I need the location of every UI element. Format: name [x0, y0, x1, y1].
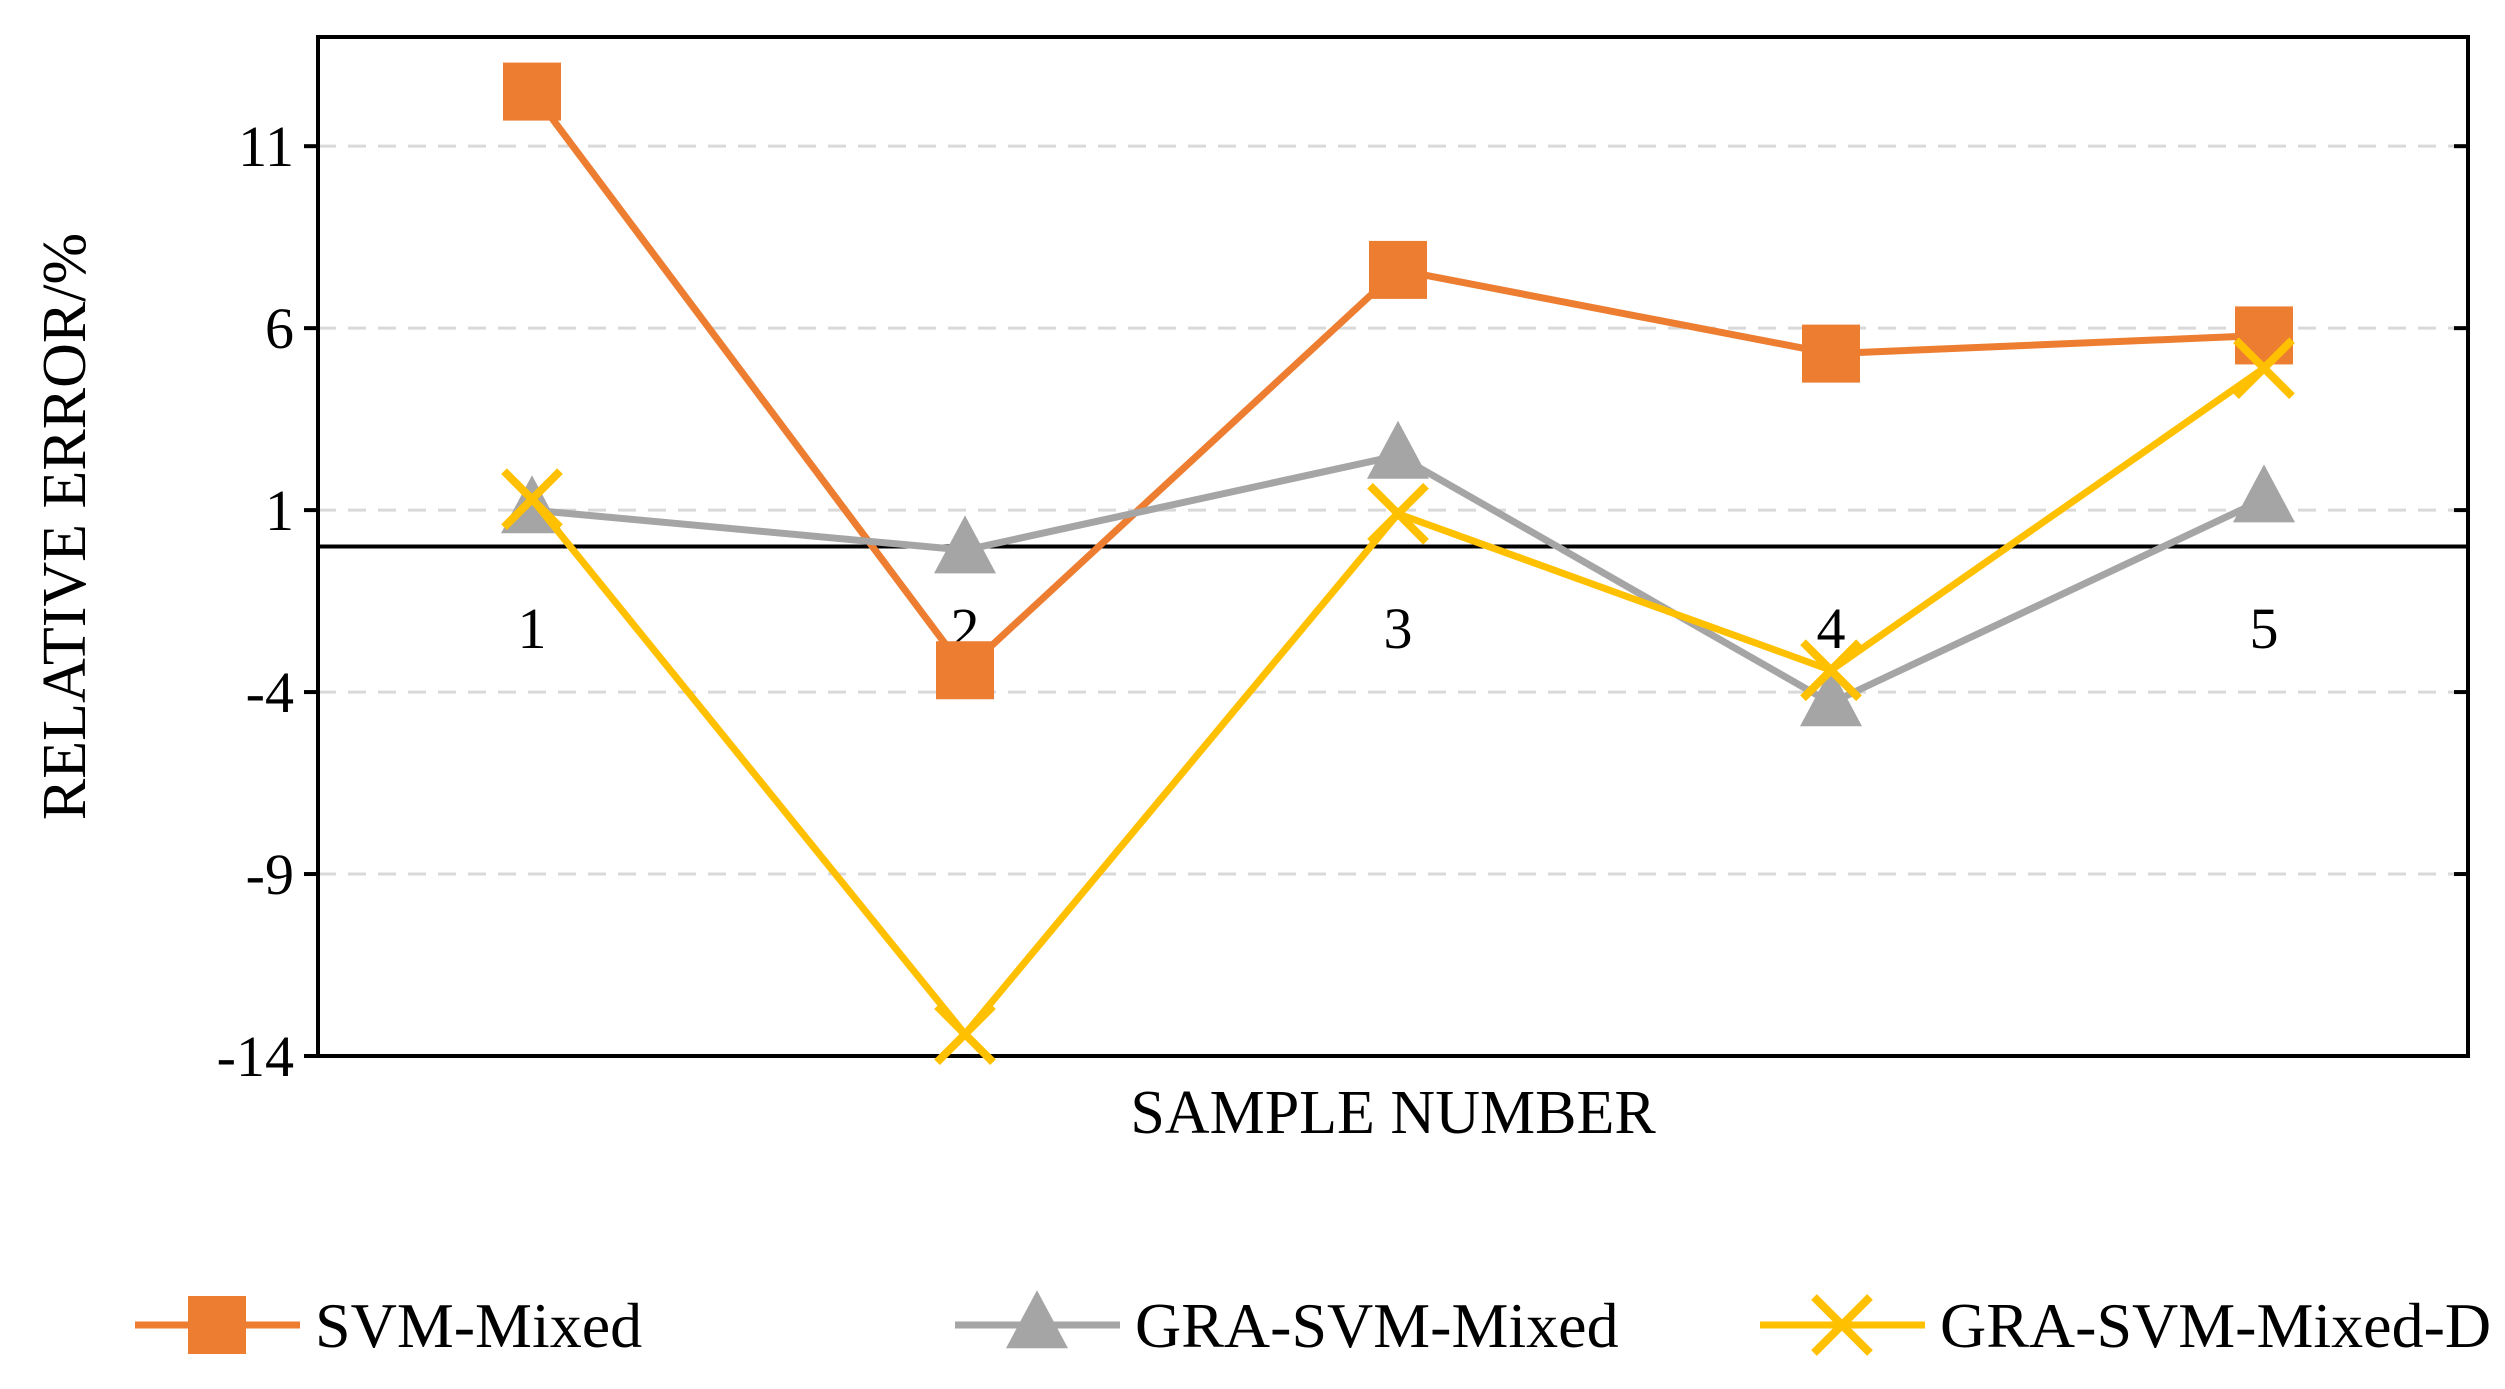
- series-gra-svm-mixed: [501, 420, 2295, 727]
- data-point-gra-svm-mixed-d: [1800, 639, 1862, 702]
- data-point-gra-svm-mixed: [934, 515, 996, 574]
- data-point-gra-svm-mixed: [1367, 420, 1429, 479]
- data-point-gra-svm-mixed-d: [934, 1003, 996, 1065]
- y-tick-label: 1: [265, 478, 294, 543]
- series-line-gra-svm-mixed: [531, 452, 2266, 707]
- data-point-gra-svm-mixed: [1800, 668, 1862, 727]
- series-gra-svm-mixed-d: [501, 337, 2295, 1065]
- data-point-svm-mixed: [936, 641, 994, 700]
- x-tick-label: 1: [518, 596, 547, 661]
- legend-label: SVM-Mixed: [315, 1290, 642, 1361]
- marker-x-stroke: [2233, 337, 2295, 400]
- y-tick-label: 11: [238, 114, 294, 179]
- marker-x-stroke: [501, 468, 563, 531]
- legend-marker: [1006, 1290, 1068, 1349]
- legend-label: GRA-SVM-Mixed-D: [1940, 1290, 2491, 1361]
- y-tick-label: -4: [246, 660, 294, 725]
- legend-item-svm-mixed: SVM-Mixed: [135, 1290, 642, 1361]
- data-point-svm-mixed: [1369, 240, 1427, 299]
- x-tick-label: 3: [1384, 596, 1413, 661]
- data-point-gra-svm-mixed-d: [1367, 482, 1429, 545]
- x-tick-label: 5: [2250, 596, 2279, 661]
- series-svm-mixed: [503, 62, 2293, 700]
- marker-x-stroke: [1800, 639, 1862, 702]
- data-point-svm-mixed: [2235, 306, 2293, 365]
- y-axis-title: RELATIVE ERROR/%: [31, 233, 99, 820]
- legend-label: GRA-SVM-Mixed: [1135, 1290, 1619, 1361]
- data-point-svm-mixed: [503, 62, 561, 121]
- y-tick-label: -9: [246, 842, 294, 907]
- x-tick-label: 4: [1817, 596, 1846, 661]
- marker-x-stroke: [1367, 482, 1429, 545]
- y-tick-label: -14: [217, 1024, 294, 1089]
- marker-x-stroke: [1811, 1294, 1873, 1356]
- series-layer: [501, 62, 2295, 1065]
- y-axis: 11 6 1 -4 -9 -14: [217, 114, 2468, 1089]
- data-point-svm-mixed: [1802, 324, 1860, 383]
- data-point-gra-svm-mixed-d: [501, 468, 563, 531]
- x-axis-title: SAMPLE NUMBER: [1130, 1079, 1656, 1147]
- legend-marker: [188, 1296, 246, 1354]
- data-point-gra-svm-mixed: [2233, 464, 2295, 523]
- legend: SVM-Mixed GRA-SVM-Mixed GRA-SVM-Mixed-D: [135, 1290, 2491, 1361]
- data-point-gra-svm-mixed-d: [2233, 337, 2295, 400]
- legend-item-gra-svm-mixed: GRA-SVM-Mixed: [955, 1290, 1619, 1361]
- y-tick-label: 6: [265, 296, 294, 361]
- legend-item-gra-svm-mixed-d: GRA-SVM-Mixed-D: [1760, 1290, 2491, 1361]
- series-line-svm-mixed: [529, 89, 2265, 674]
- marker-x-stroke: [934, 1003, 996, 1065]
- legend-marker: [1811, 1294, 1873, 1356]
